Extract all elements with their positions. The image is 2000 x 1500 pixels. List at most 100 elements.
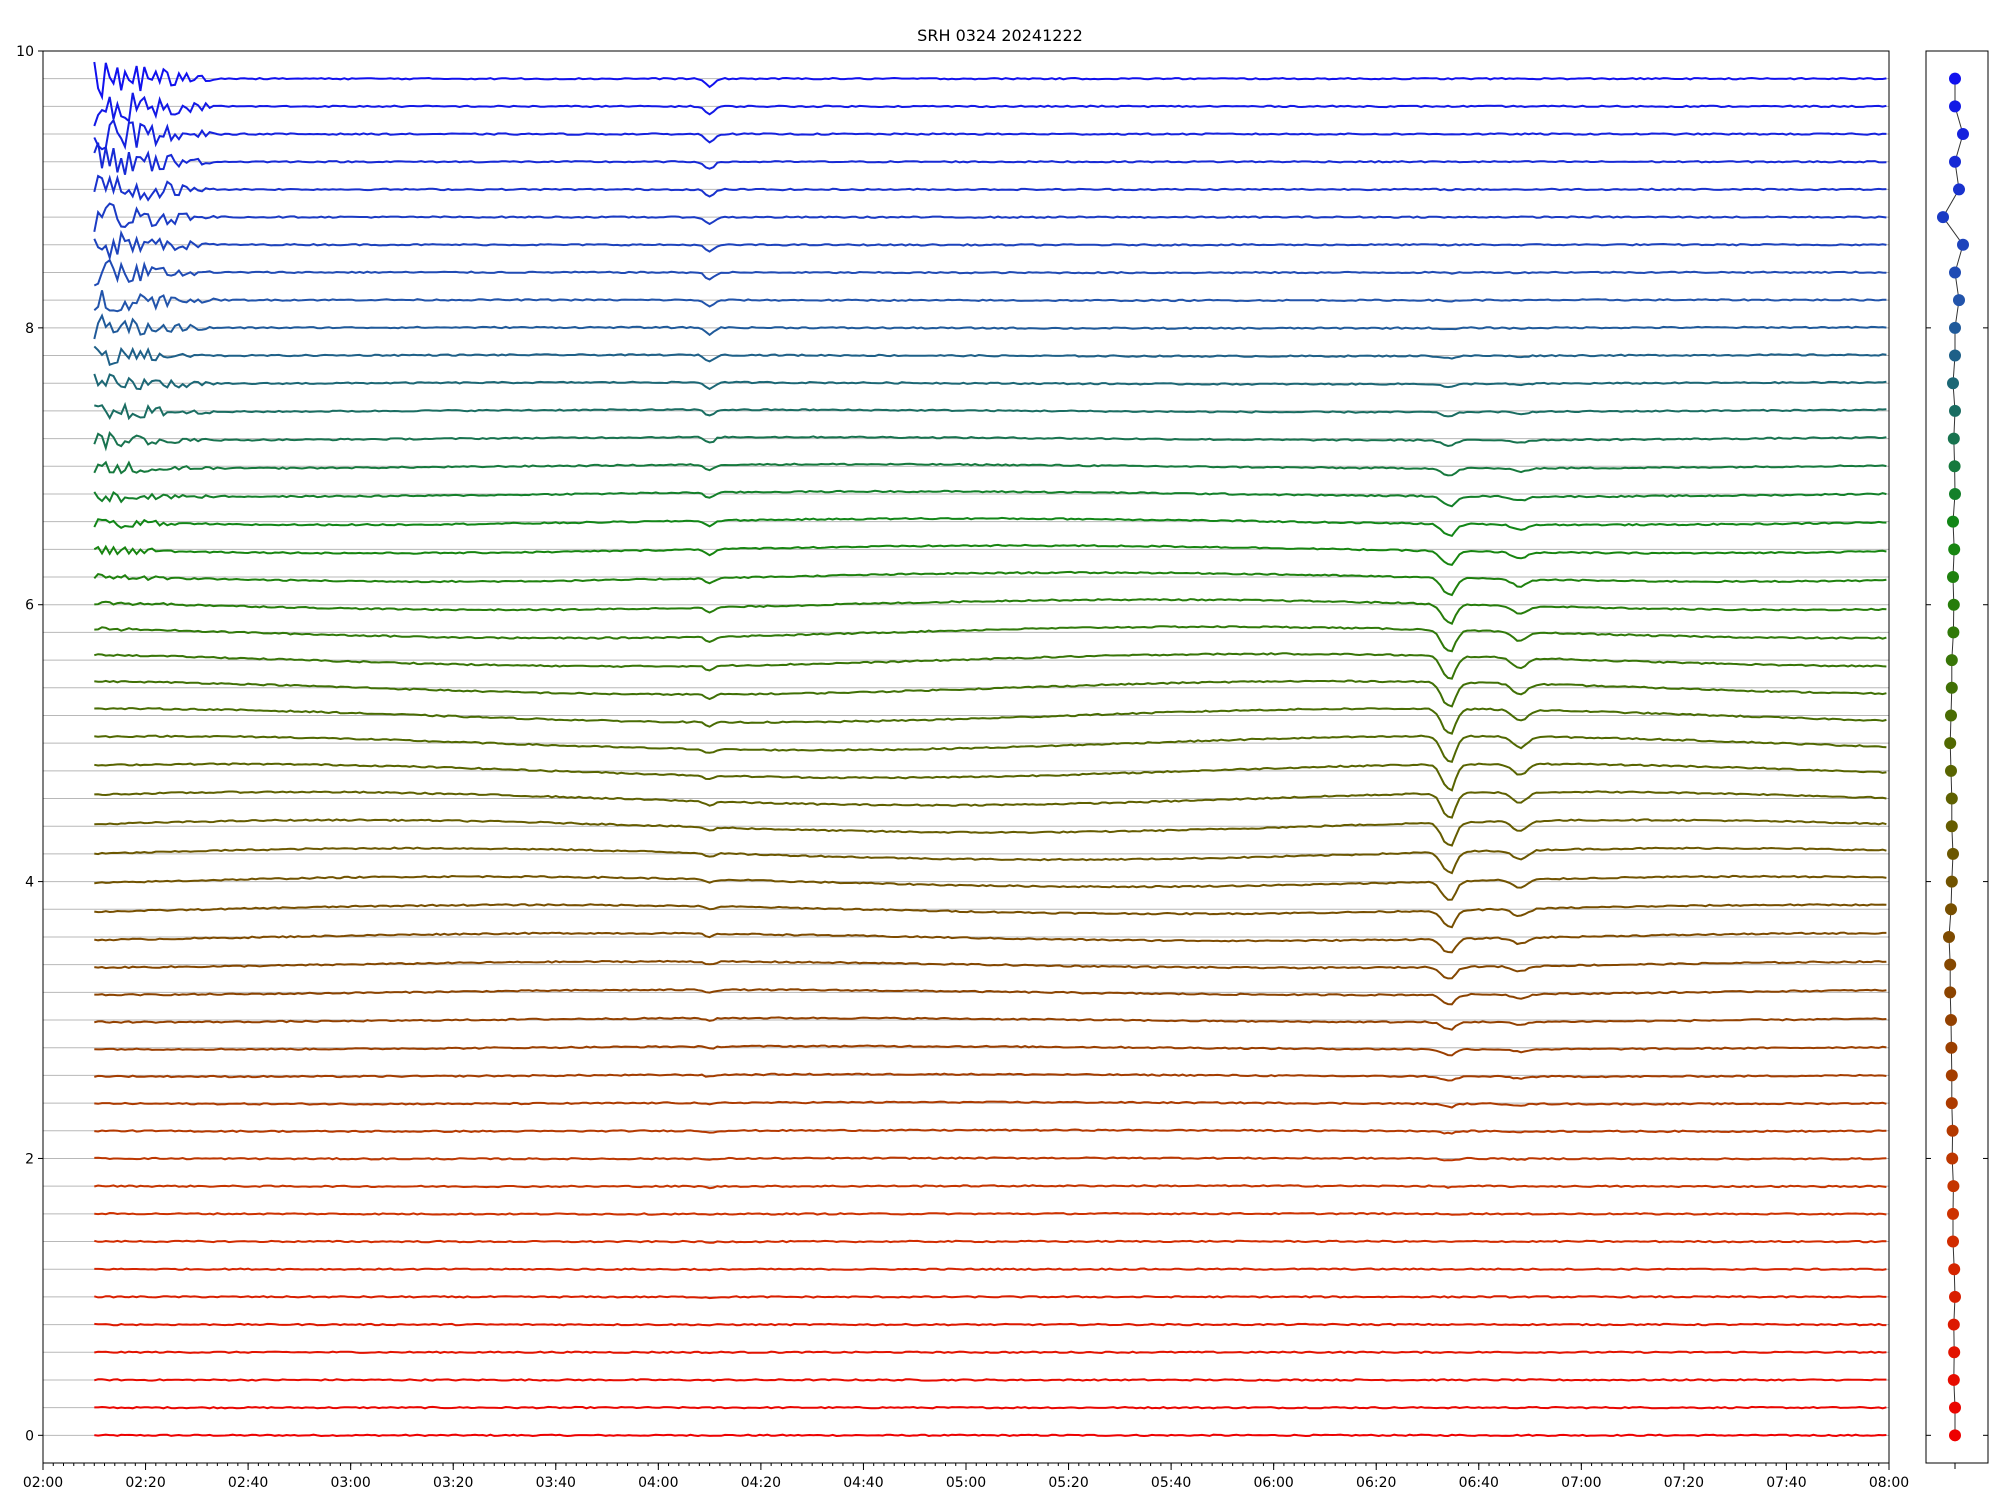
x-tick-label: 08:00 — [1869, 1475, 1909, 1491]
side-point — [1947, 377, 1959, 390]
side-point — [1946, 1124, 1959, 1137]
side-point — [1947, 1235, 1959, 1248]
trace-line — [94, 734, 1887, 763]
trace-line — [93, 61, 1887, 101]
trace-line — [93, 489, 1887, 508]
trace-line — [94, 1322, 1887, 1327]
side-point — [1945, 764, 1957, 777]
trace-line — [93, 373, 1887, 391]
side-connector-line — [1942, 78, 1964, 1436]
side-point — [1937, 211, 1949, 224]
main-plot-frame — [42, 50, 1890, 1464]
side-y-axis-ticks — [1926, 50, 1988, 1469]
side-panel-points — [1937, 72, 1969, 1442]
trace-line — [94, 818, 1887, 847]
side-plot-frame — [1925, 50, 1989, 1464]
side-point — [1945, 1014, 1957, 1027]
trace-line — [94, 707, 1887, 735]
side-point — [1947, 626, 1960, 639]
trace-line — [94, 959, 1887, 980]
x-tick-label: 04:00 — [638, 1475, 678, 1491]
trace-line — [93, 570, 1887, 597]
x-tick-label: 02:20 — [125, 1475, 165, 1491]
side-point — [1947, 598, 1960, 611]
side-point — [1949, 1290, 1961, 1303]
y-tick-label: 0 — [25, 1428, 34, 1444]
y-tick-label: 6 — [25, 598, 34, 614]
trace-line — [94, 988, 1887, 1006]
trace-line — [94, 1295, 1887, 1300]
trace-line — [94, 903, 1887, 929]
trace-line — [93, 345, 1887, 366]
x-tick-label: 02:40 — [228, 1475, 268, 1491]
side-point — [1949, 487, 1961, 500]
x-tick-label: 05:00 — [946, 1475, 986, 1491]
trace-line — [93, 174, 1887, 202]
trace-line — [94, 598, 1887, 626]
chart-title: SRH 0324 20241222 — [917, 26, 1083, 45]
side-point — [1945, 681, 1958, 694]
x-tick-label: 02:00 — [23, 1475, 63, 1491]
side-point — [1947, 1207, 1959, 1220]
side-point — [1947, 1318, 1960, 1331]
trace-line — [93, 543, 1887, 567]
trace-line — [94, 625, 1887, 653]
side-point — [1948, 1263, 1961, 1276]
trace-line — [94, 679, 1887, 708]
side-point — [1945, 792, 1958, 805]
trace-line — [93, 229, 1887, 262]
x-tick-label: 06:00 — [1253, 1475, 1293, 1491]
y-tick-label: 10 — [16, 44, 34, 60]
trace-line — [94, 762, 1887, 792]
side-point — [1945, 1069, 1958, 1082]
trace-line — [94, 1016, 1887, 1031]
side-point — [1949, 1401, 1961, 1414]
trace-line — [94, 1156, 1887, 1162]
main-x-axis: 02:00 02:20 02:40 03:00 03:20 03:40 04:00 04:20… — [23, 1463, 1909, 1491]
side-point — [1949, 321, 1961, 334]
side-point — [1947, 515, 1959, 528]
x-tick-label: 03:00 — [330, 1475, 370, 1491]
trace-line — [93, 202, 1887, 232]
side-point — [1947, 1373, 1960, 1386]
side-point — [1947, 571, 1959, 584]
side-point — [1948, 1346, 1961, 1359]
side-point — [1945, 654, 1958, 667]
main-y-axis: 0 2 4 6 8 10 — [16, 44, 43, 1444]
x-tick-label: 03:20 — [433, 1475, 473, 1491]
side-point — [1948, 460, 1961, 473]
side-point — [1943, 930, 1955, 943]
trace-line — [93, 516, 1887, 537]
side-point — [1945, 709, 1957, 722]
trace-line — [93, 313, 1887, 340]
y-tick-label: 2 — [25, 1151, 34, 1167]
side-point — [1949, 349, 1961, 362]
x-tick-label: 04:20 — [741, 1475, 781, 1491]
side-point — [1945, 875, 1958, 888]
side-point — [1948, 543, 1961, 556]
side-point — [1945, 820, 1958, 833]
trace-line — [93, 290, 1887, 313]
side-point — [1945, 1097, 1958, 1110]
side-point — [1944, 986, 1957, 999]
trace-line — [94, 1239, 1887, 1244]
x-tick-label: 07:20 — [1664, 1475, 1704, 1491]
side-point — [1946, 1152, 1959, 1165]
trace-line — [94, 1378, 1887, 1382]
side-point — [1947, 847, 1959, 860]
side-point — [1957, 128, 1969, 141]
trace-line — [94, 1044, 1887, 1057]
trace-line — [93, 460, 1887, 477]
x-tick-label: 06:40 — [1459, 1475, 1499, 1491]
trace-line — [94, 1405, 1887, 1410]
trace-line — [94, 1350, 1887, 1355]
trace-line — [94, 790, 1887, 819]
x-tick-label: 05:20 — [1048, 1475, 1088, 1491]
trace-line — [94, 1184, 1887, 1190]
trace-line — [93, 258, 1887, 287]
side-point — [1944, 737, 1957, 750]
trace-line — [93, 430, 1887, 452]
trace-line — [94, 1100, 1887, 1109]
trace-line — [94, 652, 1887, 680]
